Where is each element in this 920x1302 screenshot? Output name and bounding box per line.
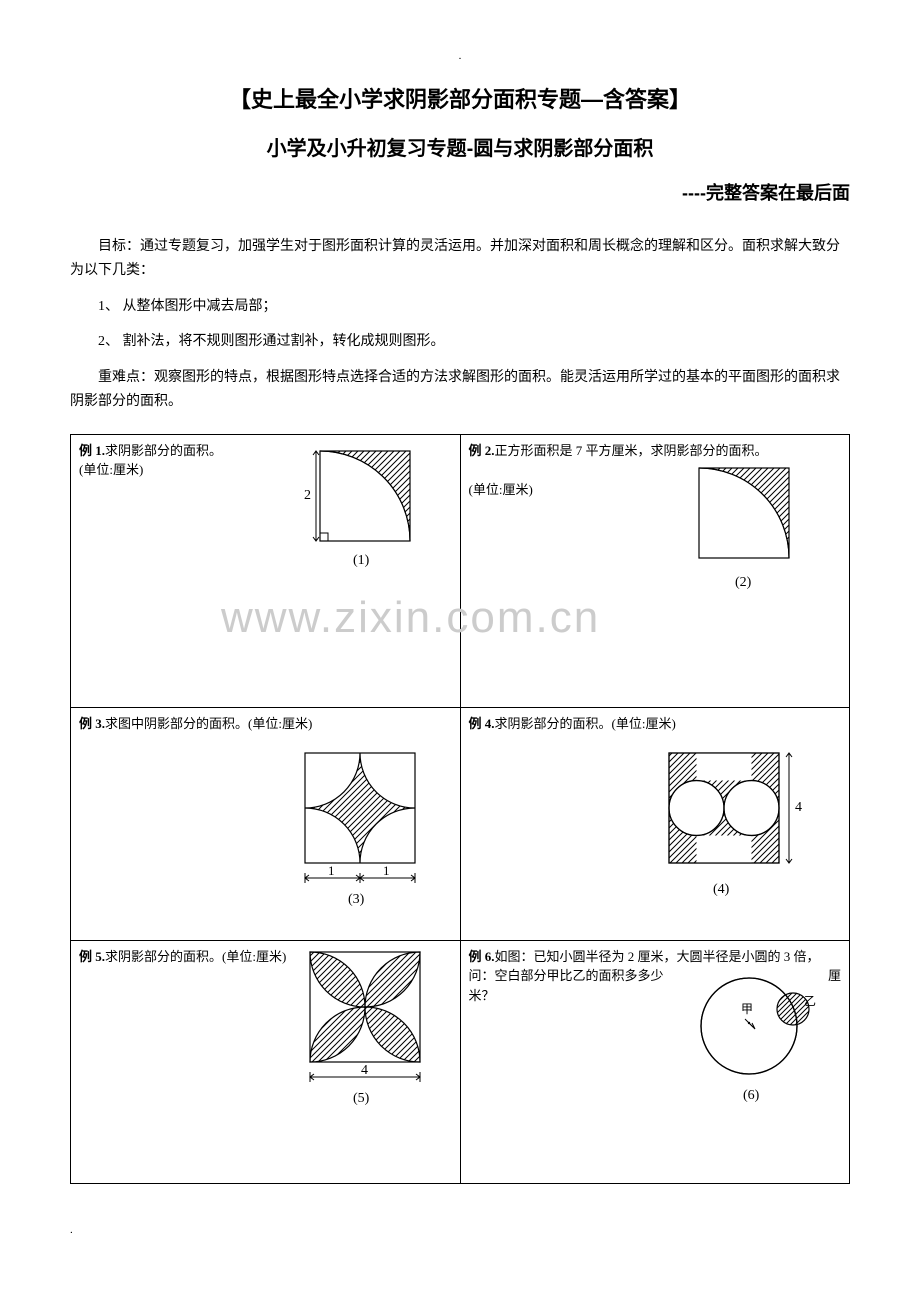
figure-1: 2 (1) <box>290 441 430 571</box>
ex2-prefix: 例 2. <box>469 443 495 458</box>
figure-2: (2) <box>689 463 809 593</box>
figure-2-svg: (2) <box>689 463 809 593</box>
paragraph-item1: 1、 从整体图形中减去局部； <box>70 295 850 319</box>
ex6-prefix: 例 6. <box>469 949 495 964</box>
paragraph-goal: 目标：通过专题复习，加强学生对于图形面积计算的灵活运用。并加深对面积和周长概念的… <box>70 235 850 283</box>
ex6-tail1: 厘 <box>828 966 841 986</box>
ex6-tail2: 米？ <box>469 988 495 1003</box>
ex3-figlabel: (3) <box>348 892 365 907</box>
cell-ex6: 例 6.如图：已知小圆半径为 2 厘米，大圆半径是小圆的 3 倍，问：空白部分甲… <box>460 940 850 1183</box>
ex4-prefix: 例 4. <box>469 716 495 731</box>
ex6-labelB: 乙 <box>804 994 816 1008</box>
figure-5: 4 (5) <box>295 947 435 1122</box>
ex6-figlabel: (6) <box>743 1088 760 1103</box>
cell-ex1: 例 1.求阴影部分的面积。 (单位:厘米) <box>71 434 461 707</box>
ex3-prefix: 例 3. <box>79 716 105 731</box>
figure-3: 1 1 (3) <box>290 748 440 918</box>
ex4-text: 求阴影部分的面积。(单位:厘米) <box>495 716 676 731</box>
ex1-prefix: 例 1. <box>79 443 105 458</box>
ex1-dim: 2 <box>304 488 311 503</box>
ex2-text: 正方形面积是 7 平方厘米，求阴影部分的面积。 <box>495 443 768 458</box>
cell-ex4: 例 4.求阴影部分的面积。(单位:厘米) <box>460 707 850 940</box>
ex3-text: 求图中阴影部分的面积。(单位:厘米) <box>105 716 312 731</box>
paragraph-item2: 2、 割补法，将不规则图形通过割补，转化成规则图形。 <box>70 330 850 354</box>
ex3-dim2: 1 <box>383 863 390 878</box>
ex5-dim: 4 <box>361 1063 368 1078</box>
figure-4: 4 (4) <box>659 748 829 918</box>
ex6-labelA: 甲 <box>741 1002 753 1016</box>
ex1-figlabel: (1) <box>353 553 370 568</box>
ex1-text: 求阴影部分的面积。 <box>105 443 222 458</box>
ex5-text: 求阴影部分的面积。(单位:厘米) <box>105 949 286 964</box>
ex5-figlabel: (5) <box>353 1091 370 1106</box>
ex5-prefix: 例 5. <box>79 949 105 964</box>
title-sub: 小学及小升初复习专题-圆与求阴影部分面积 <box>70 132 850 161</box>
example-table: 例 1.求阴影部分的面积。 (单位:厘米) <box>70 434 850 1184</box>
ex1-unit: (单位:厘米) <box>79 462 143 477</box>
figure-5-svg: 4 (5) <box>295 947 435 1122</box>
ex4-dim: 4 <box>795 800 802 815</box>
cell-ex3: 例 3.求图中阴影部分的面积。(单位:厘米) <box>71 707 461 940</box>
paragraph-keypoint: 重难点：观察图形的特点，根据图形特点选择合适的方法求解图形的面积。能灵活运用所学… <box>70 366 850 414</box>
title-main: 【史上最全小学求阴影部分面积专题—含答案】 <box>70 82 850 114</box>
figure-1-svg: 2 (1) <box>290 441 430 571</box>
figure-4-svg: 4 (4) <box>659 748 829 918</box>
dot-bottom: . <box>0 1214 920 1236</box>
ex4-figlabel: (4) <box>713 882 730 897</box>
ex2-unit: (单位:厘米) <box>469 482 533 497</box>
ex3-dim1: 1 <box>328 863 335 878</box>
figure-6: 甲 乙 (6) <box>689 971 829 1111</box>
cell-ex2: 例 2.正方形面积是 7 平方厘米，求阴影部分的面积。 (单位:厘米) (2) <box>460 434 850 707</box>
figure-6-svg: 甲 乙 (6) <box>689 971 829 1111</box>
cell-ex5: 例 5.求阴影部分的面积。(单位:厘米) <box>71 940 461 1183</box>
dot-top: . <box>70 50 850 62</box>
ex2-figlabel: (2) <box>735 575 752 590</box>
figure-3-svg: 1 1 (3) <box>290 748 440 918</box>
answer-note: ----完整答案在最后面 <box>70 179 850 205</box>
